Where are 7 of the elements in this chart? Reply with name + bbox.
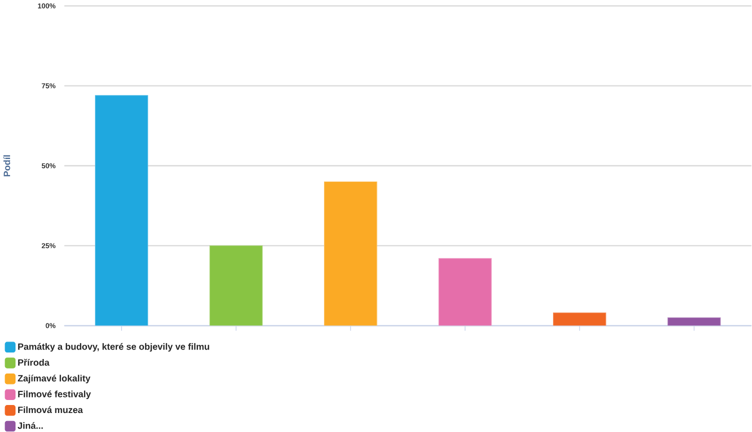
legend-label: Filmové festivaly bbox=[18, 390, 91, 399]
legend-label: Jiná... bbox=[18, 422, 43, 429]
legend-label: Filmová muzea bbox=[18, 406, 83, 413]
legend-label: Příroda bbox=[18, 358, 50, 366]
legend-label: Zajímavé lokality bbox=[18, 374, 90, 384]
y-axis-title: Podíl bbox=[3, 155, 10, 176]
legend-label: Památky a budovy, které se objevily ve filmu bbox=[18, 342, 210, 352]
